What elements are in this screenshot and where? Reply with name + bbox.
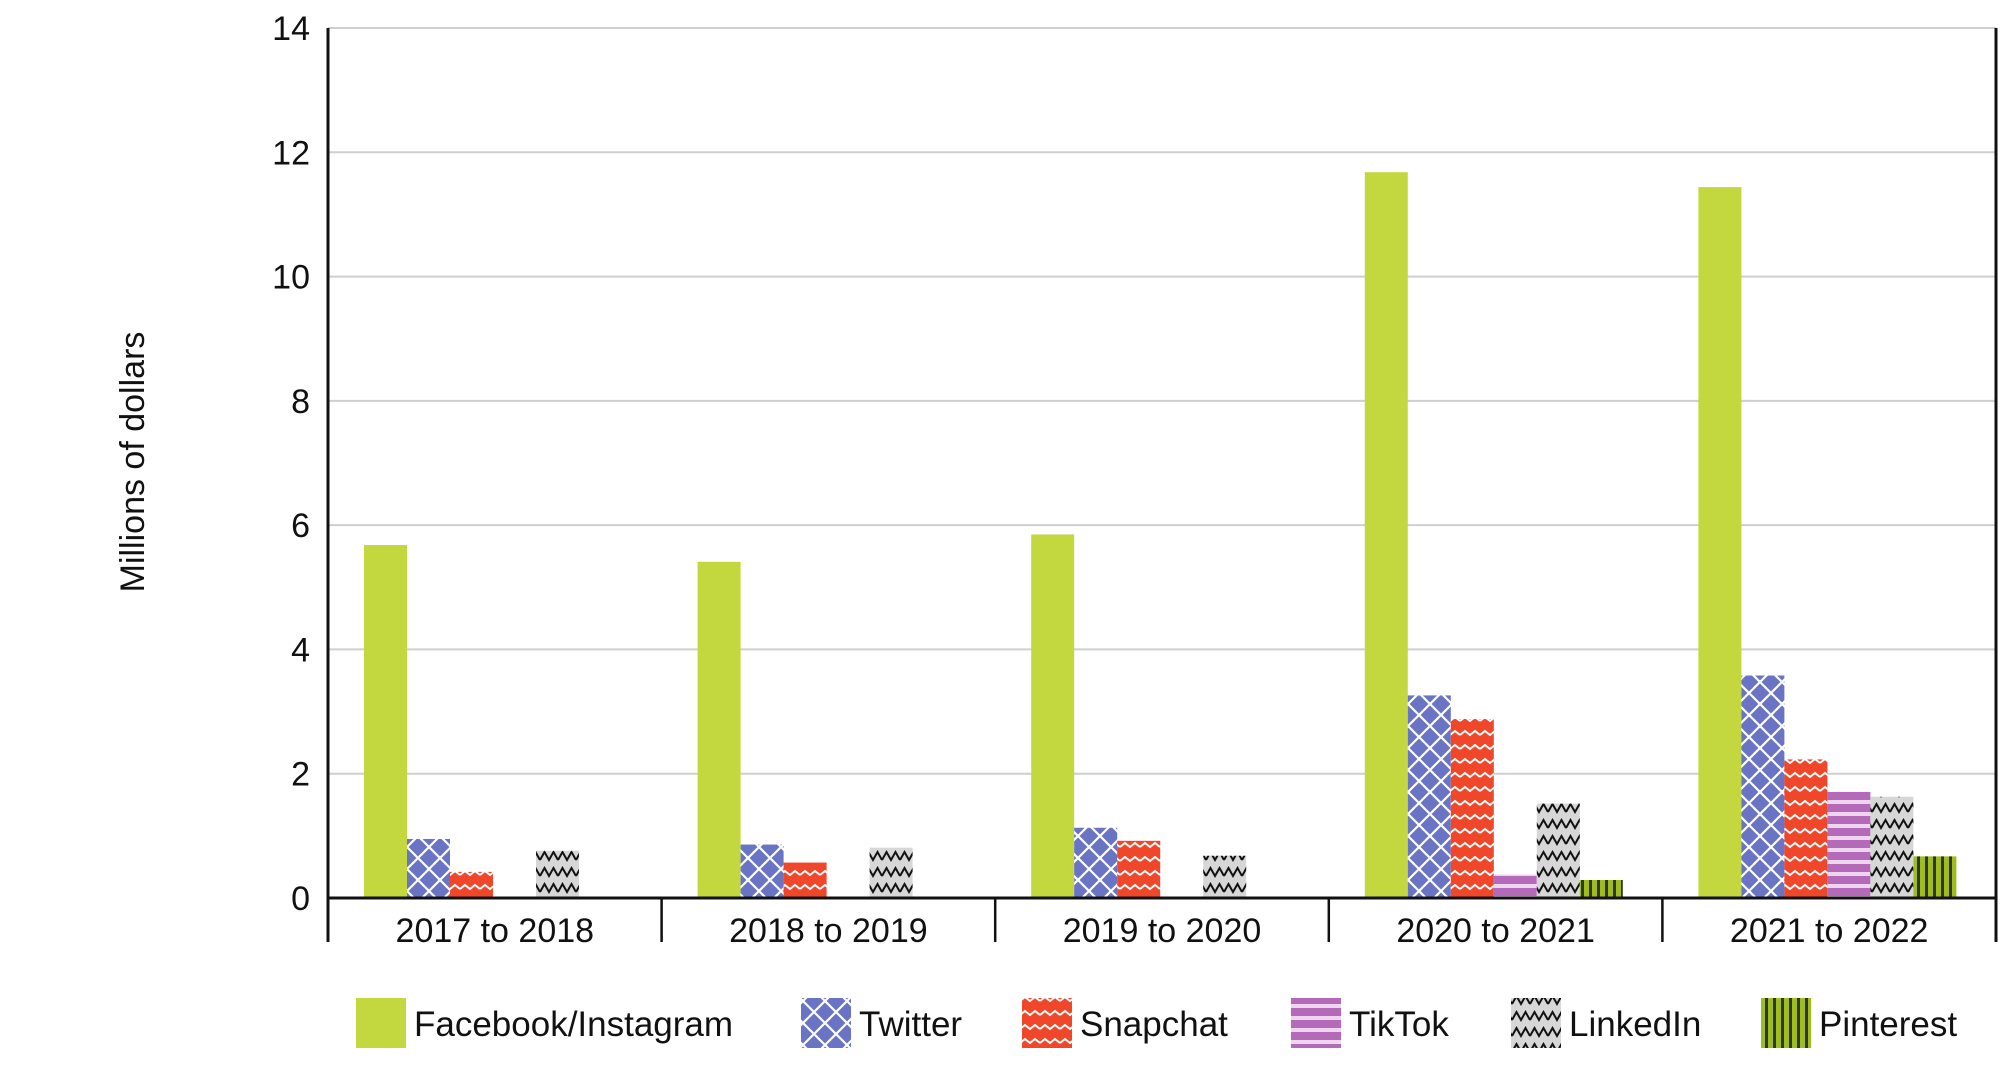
axes <box>326 28 1998 942</box>
legend-swatch <box>1761 998 1811 1048</box>
legend-swatch <box>801 998 851 1048</box>
legend-swatch <box>1291 998 1341 1048</box>
bar-linkedin <box>1536 803 1580 898</box>
bar-facebook-instagram <box>1698 187 1742 899</box>
bar-tiktok <box>1827 791 1871 898</box>
bar-snapchat <box>450 871 493 898</box>
bar-facebook-instagram <box>697 561 741 898</box>
bar-facebook-instagram <box>1364 172 1408 898</box>
legend-item: LinkedIn <box>1511 998 1701 1048</box>
x-tick-label: 2017 to 2018 <box>396 912 595 950</box>
x-tick-label: 2020 to 2021 <box>1396 912 1595 950</box>
y-tick-label: 12 <box>272 134 310 172</box>
y-tick-label: 14 <box>272 10 310 48</box>
bar-linkedin <box>1203 855 1247 898</box>
x-tick-labels: 2017 to 2018 2018 to 2019 2019 to 2020 2020… <box>396 912 1929 950</box>
legend-item: Pinterest <box>1761 998 1957 1048</box>
x-tick-label: 2021 to 2022 <box>1730 912 1929 950</box>
y-tick-label: 2 <box>291 756 310 794</box>
bar-tiktok <box>1493 874 1537 898</box>
legend-label: LinkedIn <box>1569 1005 1701 1044</box>
bar-snapchat <box>1450 719 1494 898</box>
bar-twitter <box>407 838 450 898</box>
bar-facebook-instagram <box>364 545 407 898</box>
legend-item: Facebook/Instagram <box>356 998 733 1048</box>
legend-item: TikTok <box>1291 998 1449 1048</box>
legend-label: TikTok <box>1349 1005 1449 1044</box>
bar-twitter <box>1407 695 1451 898</box>
bar-snapchat <box>1784 759 1828 898</box>
bar-snapchat <box>783 862 827 898</box>
legend: Facebook/Instagram Twitter Snapchat TikTok L… <box>356 998 1957 1048</box>
legend-label: Pinterest <box>1819 1005 1957 1044</box>
bar-linkedin <box>1870 796 1914 898</box>
y-tick-label: 6 <box>291 507 310 545</box>
gridlines <box>328 27 1996 775</box>
bars <box>364 172 1957 899</box>
legend-label: Snapchat <box>1080 1005 1228 1044</box>
bar-pinterest <box>1579 879 1623 898</box>
x-tick-label: 2018 to 2019 <box>729 912 928 950</box>
legend-label: Facebook/Instagram <box>414 1005 733 1044</box>
legend-item: Twitter <box>801 998 962 1048</box>
legend-item: Snapchat <box>1022 998 1228 1048</box>
legend-label: Twitter <box>859 1005 962 1044</box>
bar-snapchat <box>1117 840 1161 898</box>
legend-swatch <box>1022 998 1072 1048</box>
bar-twitter <box>1074 827 1118 898</box>
y-tick-label: 10 <box>272 259 310 297</box>
y-axis-label: Millions of dollars <box>114 332 152 593</box>
bar-linkedin <box>869 847 913 898</box>
y-tick-label: 8 <box>291 383 310 421</box>
legend-swatch <box>1511 998 1561 1048</box>
bar-twitter <box>1741 675 1785 898</box>
y-tick-label: 0 <box>291 880 310 918</box>
x-tick-label: 2019 to 2020 <box>1063 912 1262 950</box>
y-tick-label: 4 <box>291 631 310 669</box>
bar-twitter <box>740 844 784 898</box>
y-tick-labels: 0 2 4 6 8 10 12 14 <box>272 10 310 918</box>
bar-facebook-instagram <box>1031 534 1075 898</box>
legend-swatch <box>356 998 406 1048</box>
bar-pinterest <box>1913 856 1957 898</box>
bar-linkedin <box>536 850 579 898</box>
